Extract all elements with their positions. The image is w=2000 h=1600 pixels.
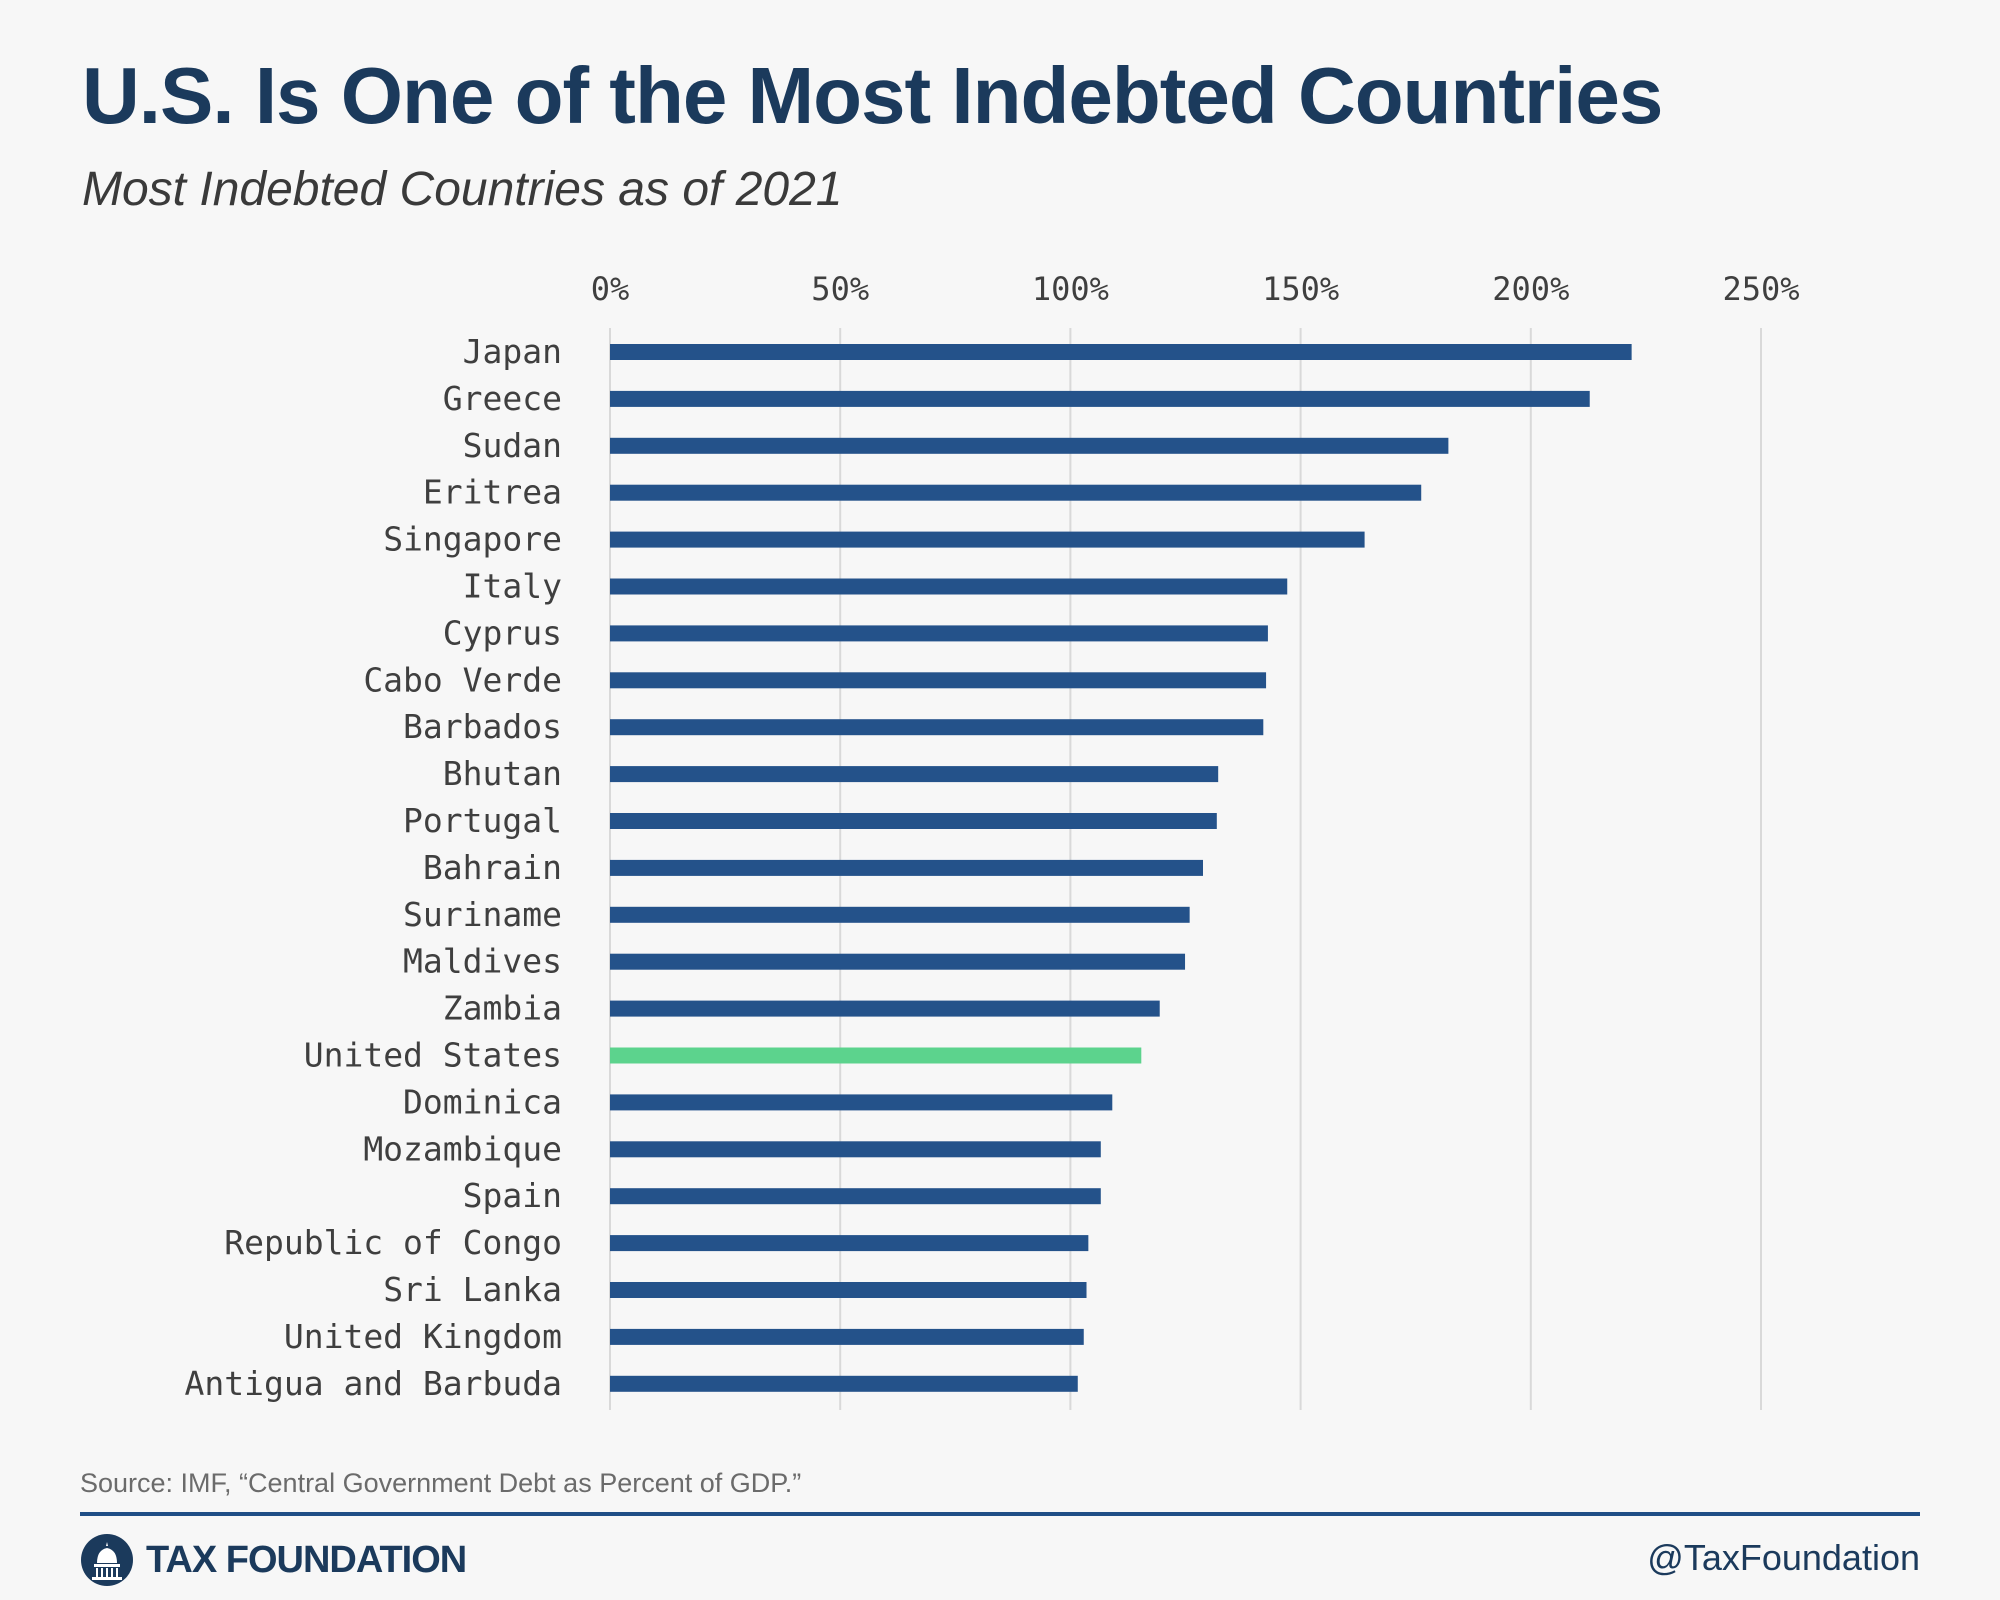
category-label: Sri Lanka xyxy=(383,1270,562,1309)
category-label: Republic of Congo xyxy=(224,1223,562,1262)
category-label: Japan xyxy=(463,332,562,371)
brand-name: TAX FOUNDATION xyxy=(146,1538,467,1581)
bar xyxy=(610,344,1632,360)
category-label: Cabo Verde xyxy=(363,660,562,699)
x-tick-label: 50% xyxy=(811,270,869,308)
bar xyxy=(610,531,1365,548)
category-label: Suriname xyxy=(403,895,562,934)
bar xyxy=(610,859,1203,876)
category-label: Greece xyxy=(443,379,562,418)
source-note: Source: IMF, “Central Government Debt as… xyxy=(80,1468,802,1498)
bar xyxy=(610,1000,1160,1017)
bar xyxy=(610,625,1268,642)
category-label: Singapore xyxy=(383,520,562,559)
category-label: Maldives xyxy=(403,942,562,981)
category-label: Spain xyxy=(463,1176,562,1215)
category-label: Bahrain xyxy=(423,848,562,887)
category-label: Sudan xyxy=(463,426,562,465)
bar xyxy=(610,672,1267,689)
bar xyxy=(610,437,1449,454)
bar xyxy=(610,719,1264,736)
bar xyxy=(610,1047,1142,1064)
x-tick-label: 0% xyxy=(591,270,630,308)
category-label: United Kingdom xyxy=(284,1317,562,1356)
category-label: Barbados xyxy=(403,707,562,746)
bar xyxy=(610,1188,1101,1205)
footer-rule xyxy=(80,1512,1920,1516)
bar xyxy=(610,484,1422,501)
capitol-dome-icon xyxy=(81,1534,133,1586)
bar xyxy=(610,1235,1089,1252)
bar xyxy=(610,1282,1087,1298)
bar xyxy=(610,578,1288,595)
x-tick-label: 150% xyxy=(1262,270,1339,308)
category-label: Antigua and Barbuda xyxy=(185,1364,563,1403)
category-label: Mozambique xyxy=(363,1129,562,1168)
x-tick-label: 200% xyxy=(1492,270,1569,308)
chart-title: U.S. Is One of the Most Indebted Countri… xyxy=(82,51,1663,140)
category-label: United States xyxy=(304,1036,562,1075)
x-tick-label: 250% xyxy=(1722,270,1799,308)
bar xyxy=(610,1141,1101,1158)
bar xyxy=(610,813,1217,829)
category-label: Eritrea xyxy=(423,473,562,512)
bar xyxy=(610,390,1590,407)
bar xyxy=(610,953,1186,970)
brand-logo: TAX FOUNDATION xyxy=(80,1530,467,1590)
bar xyxy=(610,1328,1084,1345)
category-label: Bhutan xyxy=(443,754,562,793)
chart-subtitle: Most Indebted Countries as of 2021 xyxy=(82,163,843,216)
bar-chart: 0% 50% 100% 150% 200% 250% Japan Greece Sudan Er… xyxy=(185,270,1800,1410)
bar xyxy=(610,766,1219,783)
category-label: Dominica xyxy=(403,1082,562,1121)
x-tick-label: 100% xyxy=(1032,270,1109,308)
category-label: Zambia xyxy=(443,989,562,1028)
category-label: Italy xyxy=(463,567,562,606)
category-label: Cyprus xyxy=(443,613,562,652)
bar xyxy=(610,1375,1078,1392)
social-handle: @TaxFoundation xyxy=(1647,1537,1920,1578)
bar xyxy=(610,1094,1113,1111)
category-label: Portugal xyxy=(403,801,562,840)
bar xyxy=(610,906,1190,923)
